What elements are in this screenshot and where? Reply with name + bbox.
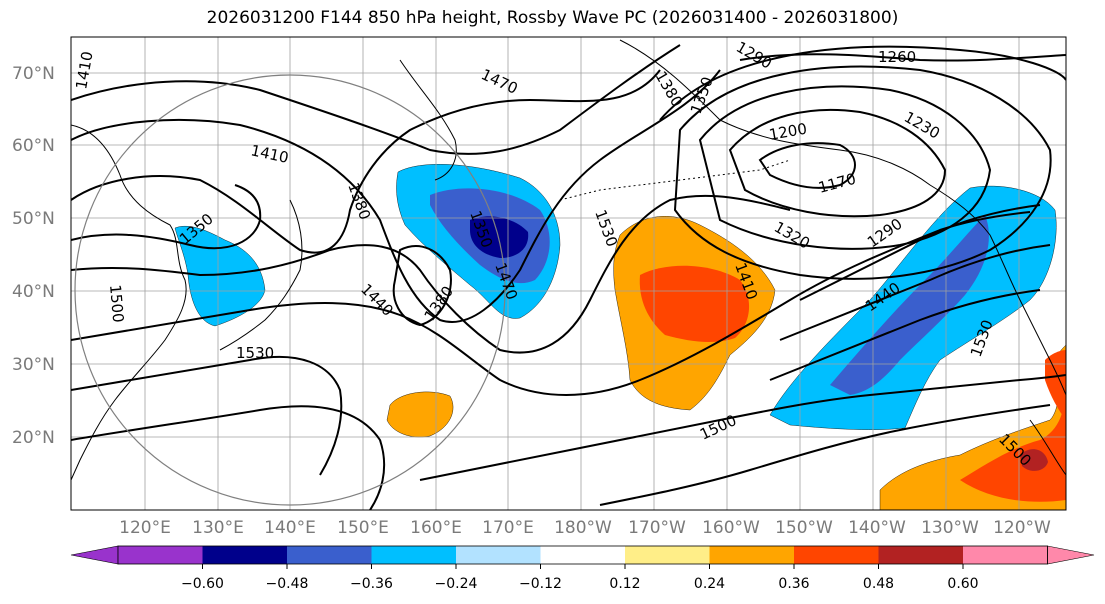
lat-label: 20°N: [12, 428, 55, 448]
positive-anomaly-southeast-core: [960, 380, 1066, 502]
colorbar-bin: [625, 546, 710, 564]
lon-label: 130°W: [921, 518, 979, 538]
colorbar-tick-label: 0.36: [778, 576, 809, 592]
lon-label: 120°W: [993, 518, 1051, 538]
lon-label: 160°W: [702, 518, 760, 538]
coast-mexico: [1029, 419, 1066, 476]
lat-label: 70°N: [12, 64, 55, 84]
lon-label: 130°E: [192, 518, 244, 538]
contour-label: 1500: [106, 284, 127, 324]
negative-anomaly-east-mid: [830, 215, 989, 395]
colorbar-bin: [287, 546, 372, 564]
colorbar-tick-label: −0.12: [519, 576, 562, 592]
latitude-labels: 70°N 60°N 50°N 40°N 30°N 20°N: [12, 64, 55, 448]
lon-label: 170°E: [482, 518, 534, 538]
colorbar-ticks: [202, 564, 964, 569]
colorbar-bin: [371, 546, 456, 564]
positive-anomaly-central-core: [639, 265, 750, 342]
lon-label: 120°E: [119, 518, 171, 538]
colorbar-bin: [202, 546, 287, 564]
lat-label: 50°N: [12, 209, 55, 229]
lon-label: 180°W: [554, 518, 612, 538]
map-frame: [70, 36, 1067, 511]
colorbar-bin: [709, 546, 794, 564]
colorbar-tick-label: 0.12: [609, 576, 640, 592]
contour-label: 1530: [236, 344, 274, 362]
graticule: [71, 37, 1066, 510]
lon-label: 150°E: [337, 518, 389, 538]
lat-label: 60°N: [12, 136, 55, 156]
colorbar-tick-label: 0.48: [863, 576, 894, 592]
lon-label: 170°W: [628, 518, 686, 538]
coast-asia: [71, 124, 187, 481]
colorbar-bin: [540, 546, 625, 564]
longitude-labels: 120°E 130°E 140°E 150°E 160°E 170°E 180°…: [119, 518, 1051, 538]
colorbar-extend-high: [1047, 545, 1095, 565]
colorbar-bin: [794, 546, 879, 564]
coast-kamchatka: [399, 59, 457, 181]
colorbar-bin: [456, 546, 541, 564]
height-contours: [71, 44, 1066, 510]
region-circle: [74, 74, 506, 506]
colorbar-tick-label: −0.24: [435, 576, 478, 592]
contour-label: 1260: [878, 48, 916, 66]
negative-anomaly-kurils-core: [470, 216, 529, 258]
colorbar-tick-label: −0.36: [350, 576, 393, 592]
positive-anomaly-california: [1045, 350, 1066, 420]
colorbar-tick-label: 0.60: [947, 576, 978, 592]
positive-anomaly-southeast-max: [1020, 449, 1048, 471]
colorbar-bin: [118, 546, 203, 564]
coast-aleutians: [559, 159, 791, 201]
colorbar-extend-low: [70, 545, 119, 565]
lat-label: 30°N: [12, 355, 55, 375]
lon-label: 140°W: [848, 518, 906, 538]
lon-label: 150°W: [775, 518, 833, 538]
positive-anomaly-small: [386, 391, 454, 438]
colorbar-tick-label: −0.60: [181, 576, 224, 592]
lat-label: 40°N: [12, 282, 55, 302]
colorbar: −0.60 −0.48 −0.36 −0.24 −0.12 0.12 0.24 …: [70, 545, 1095, 592]
colorbar-tick-label: 0.24: [694, 576, 725, 592]
lon-label: 140°E: [264, 518, 316, 538]
colorbar-bin: [878, 546, 963, 564]
colorbar-bin: [963, 546, 1048, 564]
coast-japan: [219, 199, 303, 351]
coastlines: [71, 39, 1066, 481]
lon-label: 160°E: [410, 518, 462, 538]
colorbar-frame: [117, 545, 1048, 565]
anomaly-shading: [174, 164, 1066, 510]
map-title: 2026031200 F144 850 hPa height, Rossby W…: [206, 8, 899, 28]
colorbar-tick-label: −0.48: [266, 576, 309, 592]
